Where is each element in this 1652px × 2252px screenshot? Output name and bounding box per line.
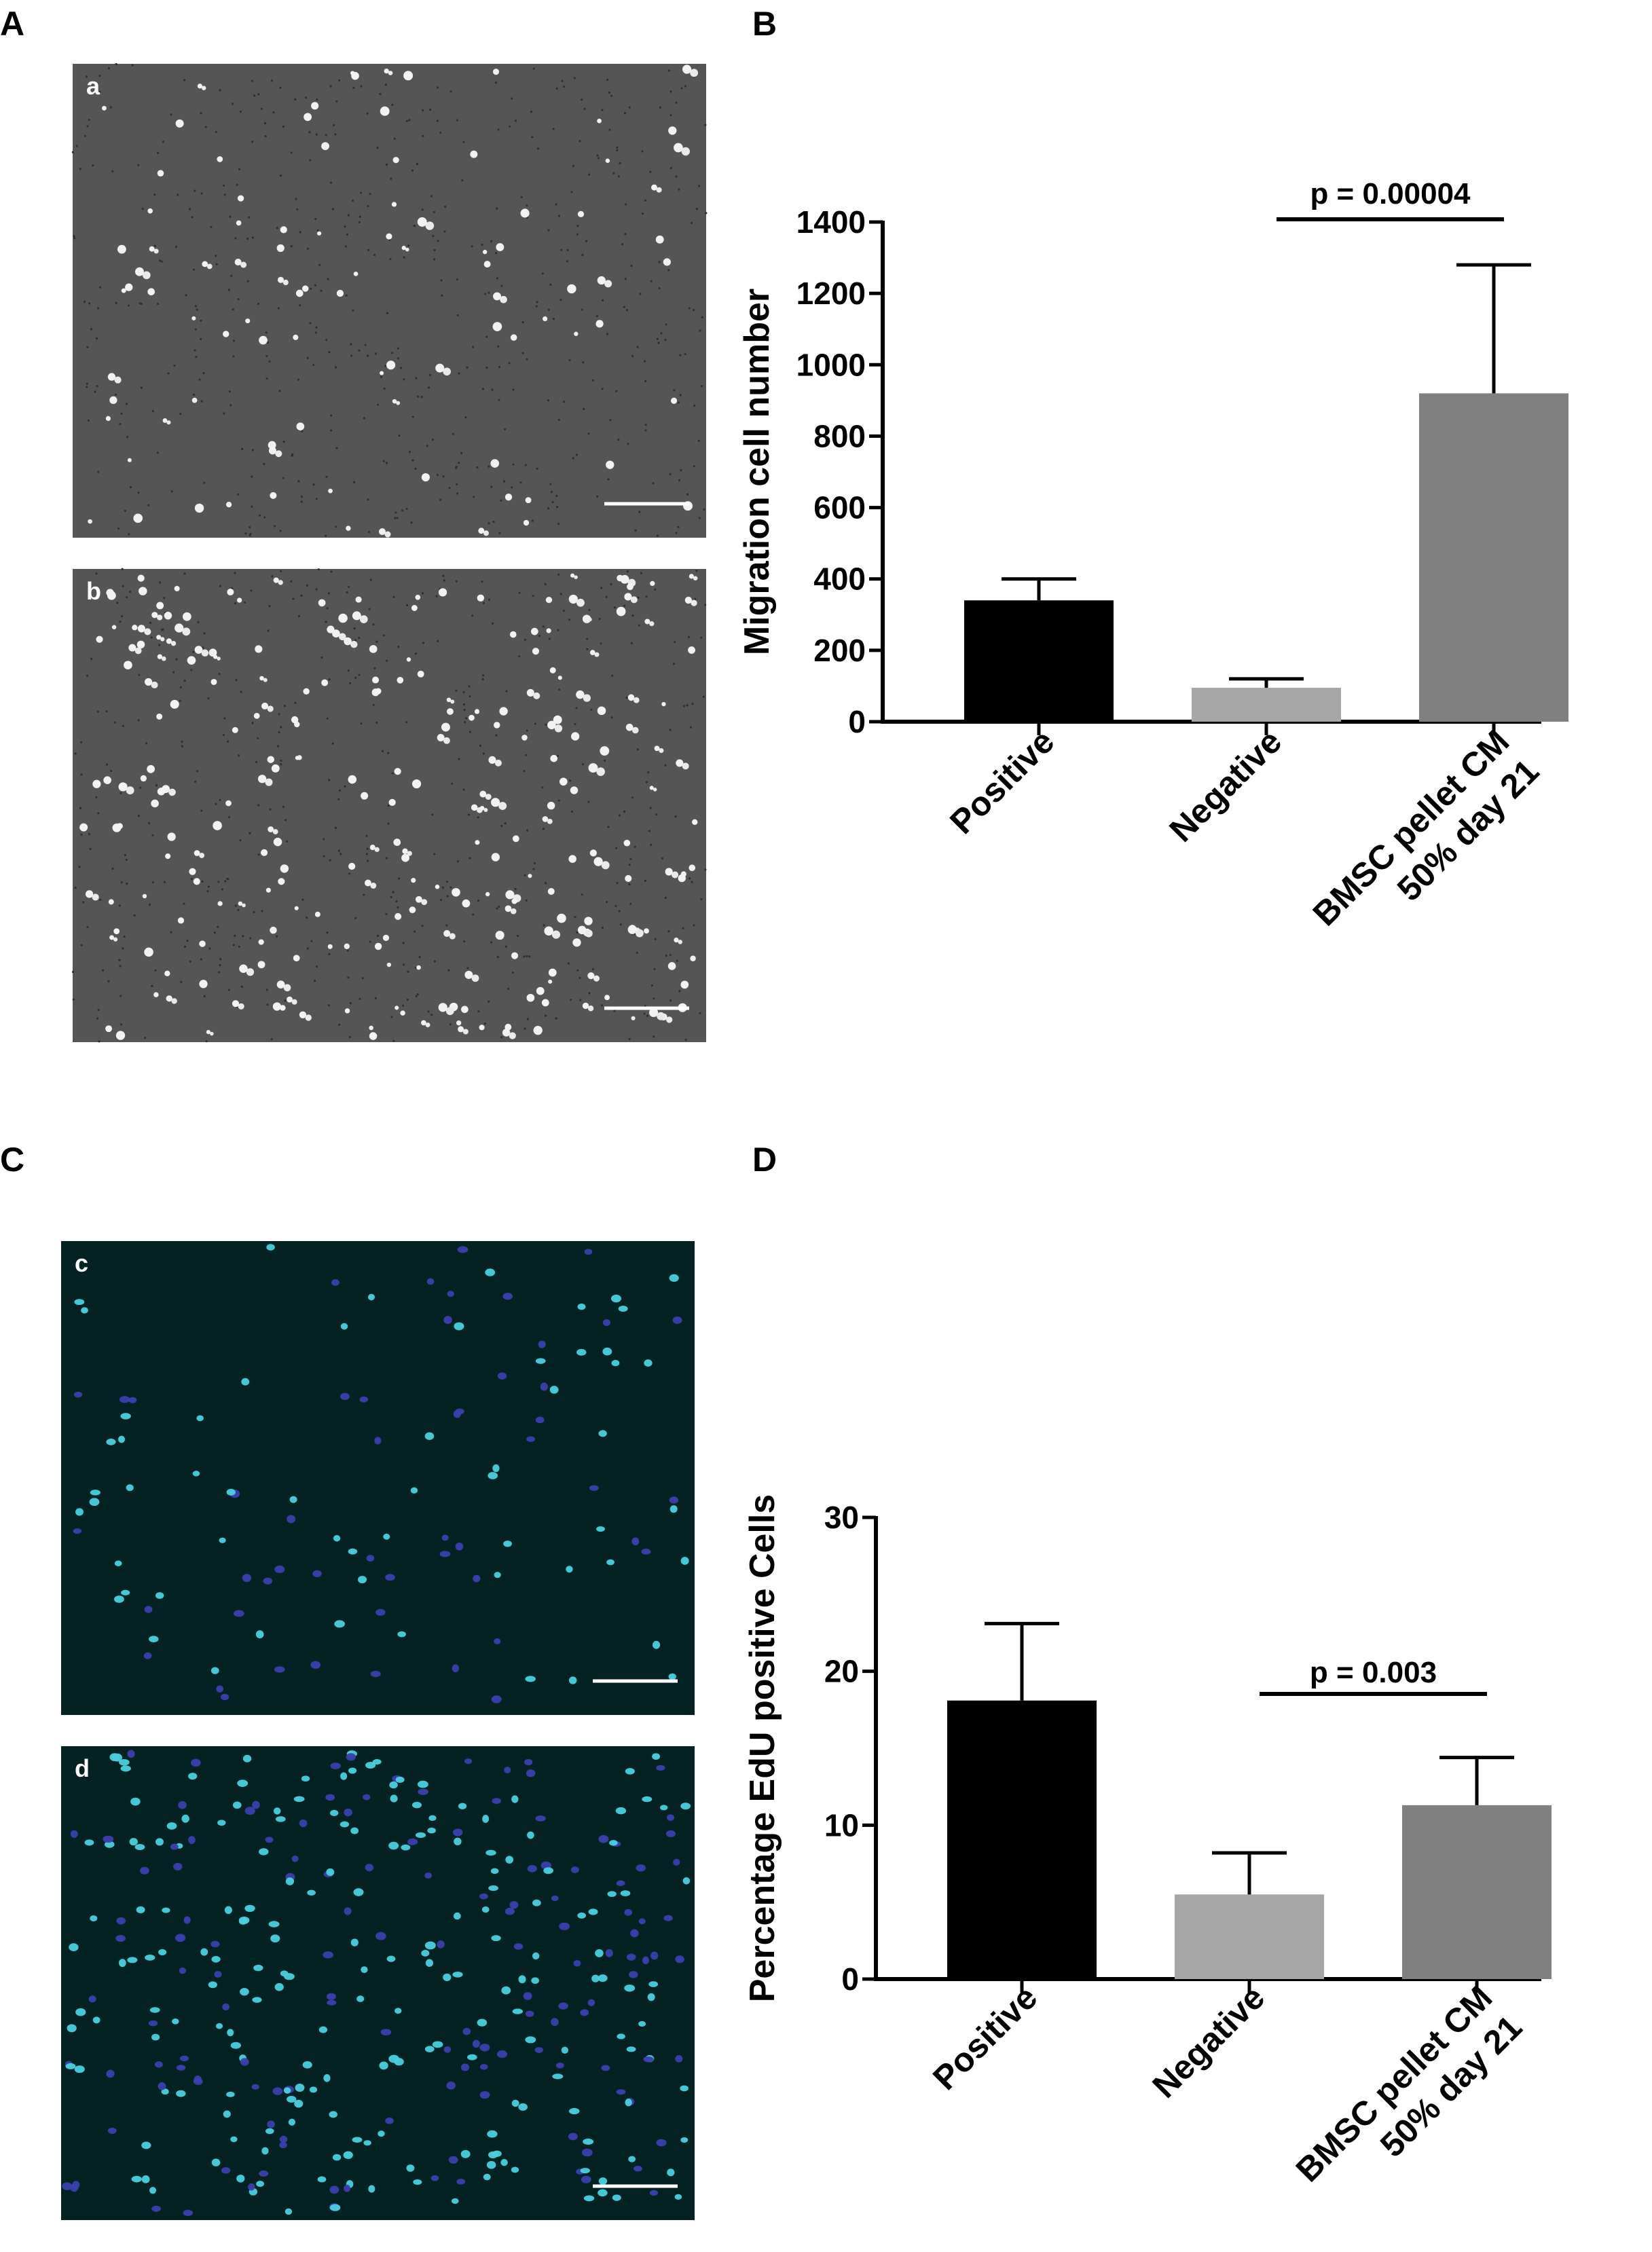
micrograph-label: d: [75, 1754, 90, 1782]
category-label-line: Negative: [1162, 722, 1289, 849]
y-tick-label: 600: [813, 490, 866, 525]
bar: [964, 600, 1114, 722]
y-tick-label: 200: [813, 633, 866, 668]
y-tick-label: 10: [824, 1807, 859, 1843]
category-label: Negative: [1162, 722, 1289, 849]
micrograph-label: b: [86, 577, 101, 605]
category-label-line: Positive: [942, 722, 1061, 841]
category-label-line: Negative: [1145, 1978, 1272, 2105]
panel-letter-c: C: [0, 1141, 24, 1179]
panel-letter-a: A: [0, 5, 24, 43]
micrograph-a: a: [71, 62, 708, 538]
bar: [947, 1700, 1097, 1979]
bar: [1419, 393, 1568, 722]
bar: [1402, 1805, 1552, 1979]
cell-dots: [73, 1244, 689, 1703]
cell-dots: [62, 1750, 691, 2216]
micrograph-background: [61, 1241, 695, 1715]
micrographs: a b c d: [61, 62, 708, 2220]
y-tick-label: 1400: [796, 204, 866, 240]
micrograph-label: c: [75, 1249, 88, 1277]
y-tick-label: 20: [824, 1654, 859, 1689]
micrograph-label: a: [86, 72, 100, 100]
chart-migration: 0 200 400 600 800 1000 1200 1400 Migration cell …: [737, 177, 1568, 934]
p-value-label: p = 0.003: [1310, 1656, 1437, 1689]
panel-letter-b: B: [752, 5, 777, 43]
category-label: Negative: [1145, 1978, 1272, 2105]
micrograph-c: c: [61, 1241, 695, 1715]
bar: [1175, 1894, 1324, 1979]
micrograph-d: d: [61, 1746, 695, 2220]
micrograph-b: b: [71, 568, 707, 1043]
chart-edu: 0 10 20 30 Percentage EdU positive Cells Posi…: [743, 1494, 1552, 2190]
y-tick-label: 30: [824, 1500, 859, 1535]
y-tick-label: 0: [848, 704, 866, 739]
cell-dots: [71, 62, 708, 538]
micrograph-background: [61, 1746, 695, 2220]
p-value-label: p = 0.00004: [1310, 177, 1471, 210]
y-tick-label: 400: [813, 561, 866, 597]
y-tick-label: 1200: [796, 276, 866, 311]
micrograph-background: [73, 64, 706, 538]
cell-dots: [71, 568, 707, 1043]
y-tick-label: 800: [813, 418, 866, 454]
category-label: Positive: [925, 1978, 1044, 2097]
category-label-line: Positive: [925, 1978, 1044, 2097]
y-axis-title: Migration cell number: [737, 289, 777, 655]
category-label: Positive: [942, 722, 1061, 841]
y-axis-title: Percentage EdU positive Cells: [743, 1494, 782, 2003]
panel-letter-d: D: [752, 1141, 777, 1179]
bar: [1192, 688, 1341, 722]
y-tick-label: 0: [841, 1961, 859, 1997]
y-tick-label: 1000: [796, 347, 866, 382]
